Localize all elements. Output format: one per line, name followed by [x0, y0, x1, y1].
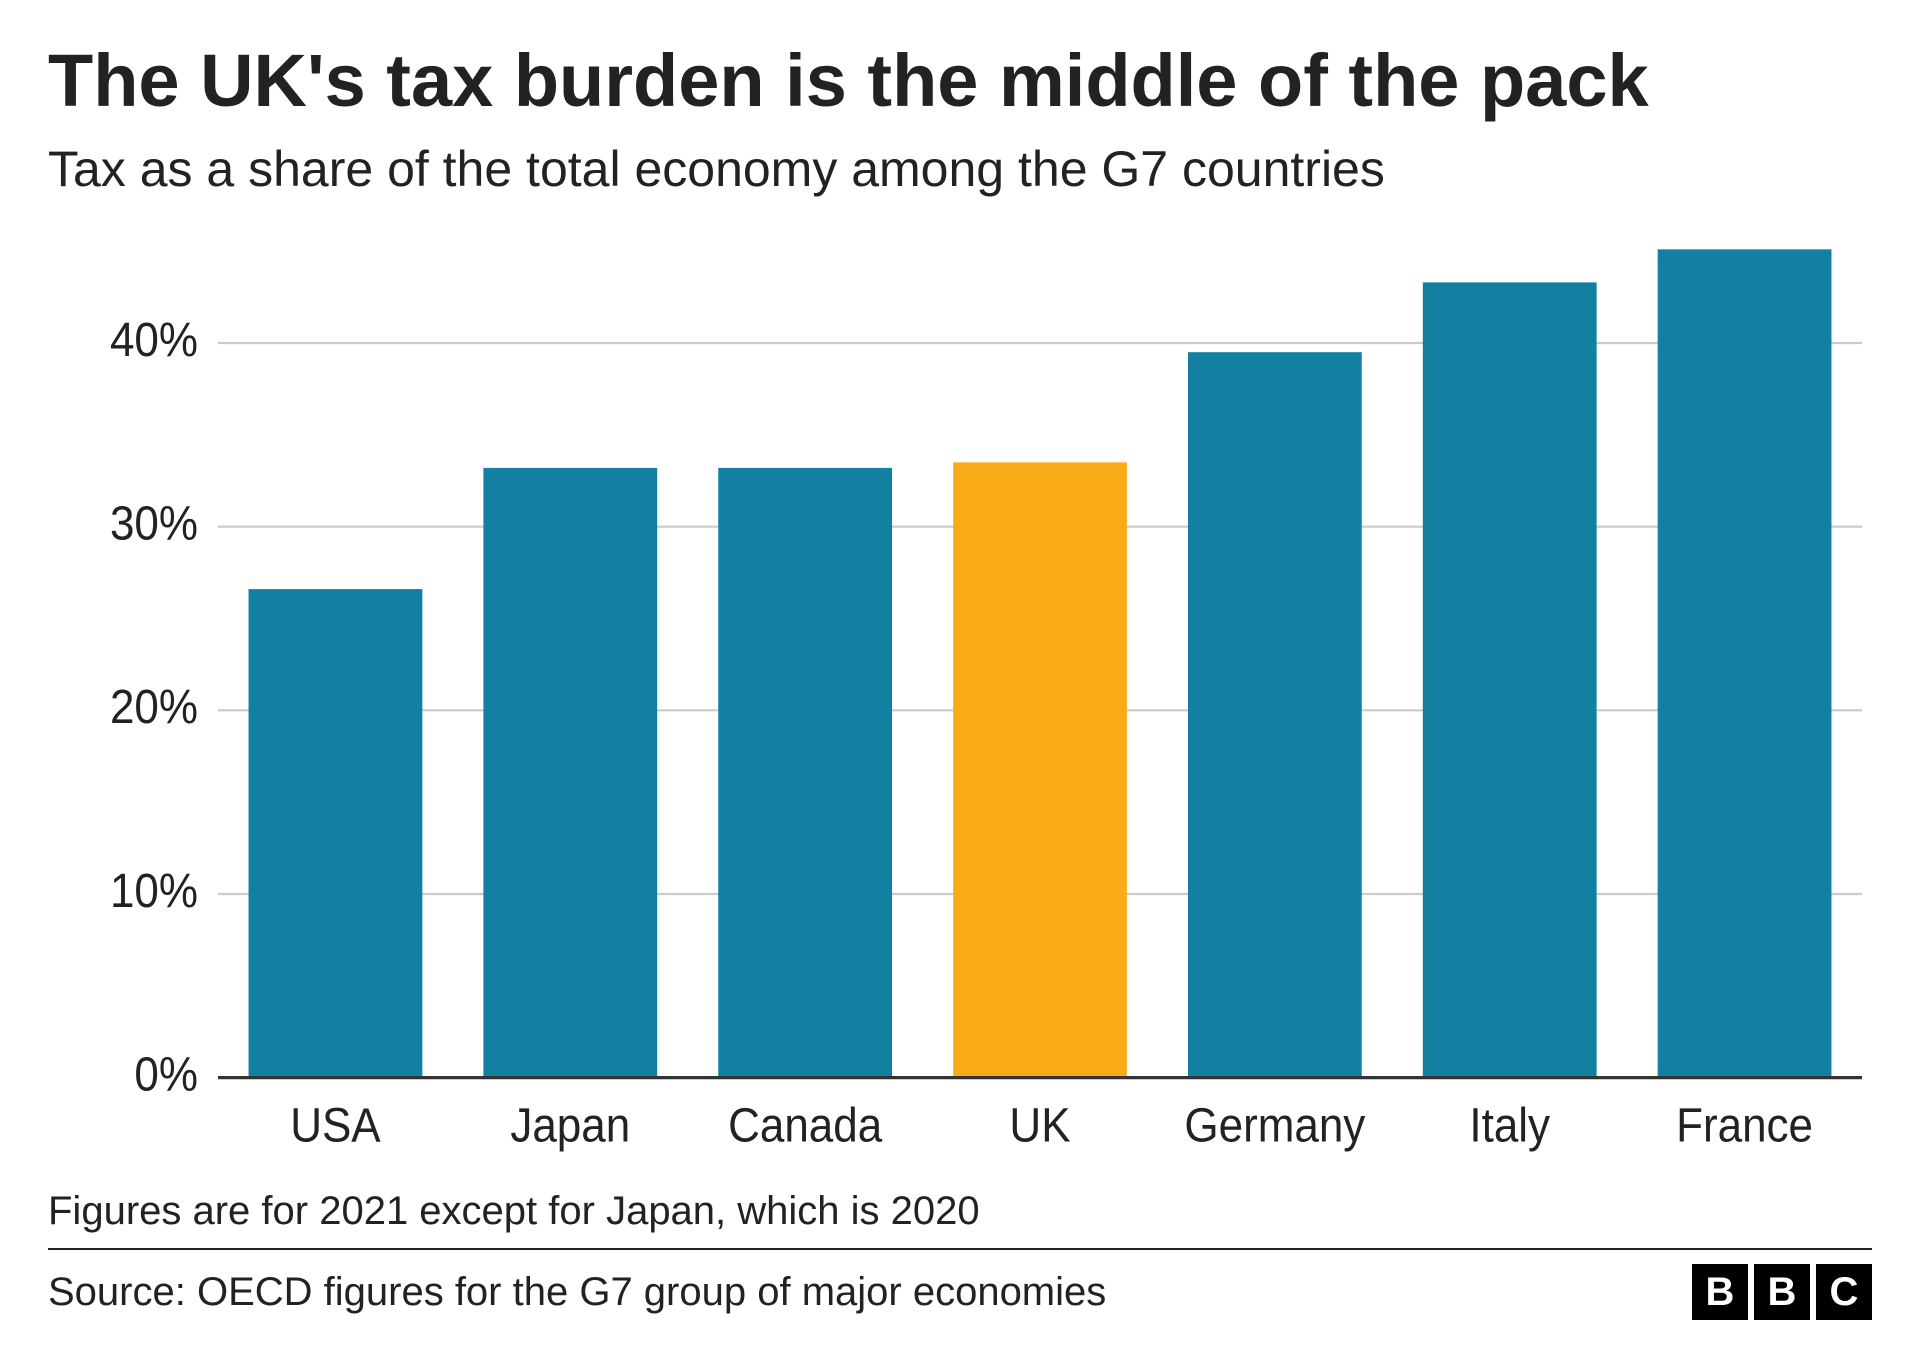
bar-canada — [718, 468, 892, 1078]
bar-chart: 0% 10% 20% 30% 40% USA Japan Canada UK Germany Ita… — [48, 209, 1872, 1177]
x-axis-label: USA — [290, 1098, 381, 1152]
bar-italy — [1423, 283, 1597, 1078]
y-axis-label: 0% — [134, 1047, 198, 1101]
bar-germany — [1188, 353, 1362, 1078]
bbc-logo: B B C — [1692, 1264, 1872, 1320]
bar-france — [1658, 250, 1832, 1078]
y-axis-label: 40% — [110, 312, 198, 366]
y-axis-label: 10% — [110, 863, 198, 917]
bbc-logo-block: B — [1692, 1264, 1748, 1320]
y-axis-label: 20% — [110, 680, 198, 734]
source-row: Source: OECD figures for the G7 group of… — [48, 1248, 1872, 1320]
x-axis-label: UK — [1009, 1098, 1070, 1152]
x-axis-label: Japan — [510, 1098, 630, 1152]
bbc-logo-block: C — [1816, 1264, 1872, 1320]
chart-subtitle: Tax as a share of the total economy amon… — [48, 139, 1872, 199]
bar-usa — [249, 589, 423, 1078]
bar-japan — [483, 468, 657, 1078]
x-axis-label: Germany — [1184, 1098, 1366, 1152]
source-text: Source: OECD figures for the G7 group of… — [48, 1270, 1106, 1315]
x-axis-label: Canada — [728, 1098, 882, 1152]
y-axis-label: 30% — [110, 496, 198, 550]
bbc-logo-block: B — [1754, 1264, 1810, 1320]
chart-title: The UK's tax burden is the middle of the… — [48, 40, 1872, 121]
x-axis-label: France — [1676, 1098, 1813, 1152]
bar-uk — [953, 463, 1127, 1078]
chart-container: The UK's tax burden is the middle of the… — [0, 0, 1920, 1350]
chart-footnote: Figures are for 2021 except for Japan, w… — [48, 1177, 1872, 1248]
x-axis-label: Italy — [1469, 1098, 1551, 1152]
